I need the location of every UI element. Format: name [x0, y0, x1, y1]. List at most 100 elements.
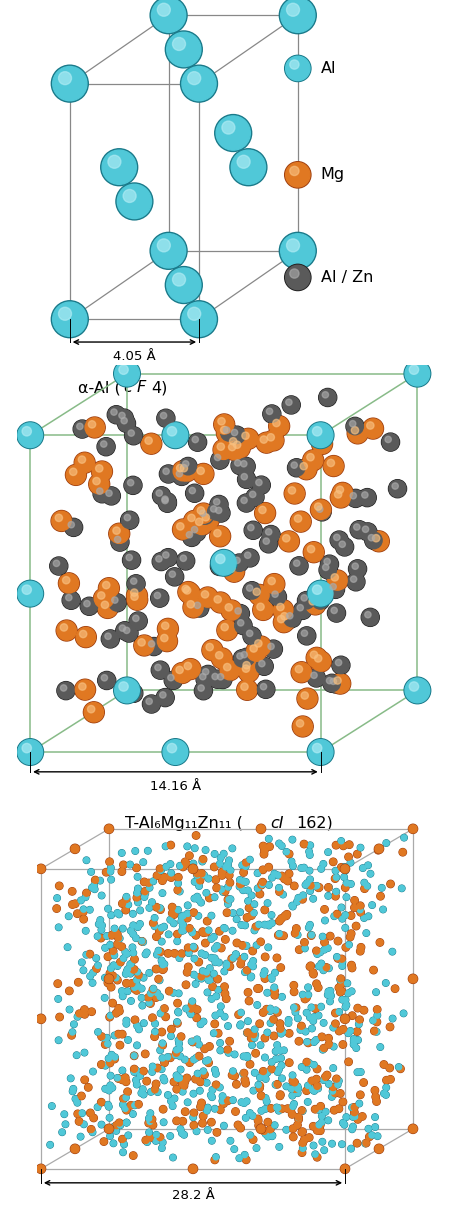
Circle shape — [120, 1149, 126, 1155]
Circle shape — [146, 970, 153, 976]
Circle shape — [81, 907, 86, 913]
Circle shape — [386, 1023, 394, 1031]
Circle shape — [167, 916, 173, 922]
Circle shape — [276, 931, 282, 937]
Circle shape — [306, 647, 327, 668]
Circle shape — [83, 894, 88, 901]
Circle shape — [124, 988, 131, 994]
Circle shape — [157, 948, 164, 955]
Text: 14.16 Å: 14.16 Å — [150, 780, 201, 792]
Circle shape — [286, 265, 310, 290]
Circle shape — [255, 1122, 262, 1128]
Circle shape — [191, 860, 196, 867]
Circle shape — [109, 1000, 116, 1006]
Circle shape — [335, 490, 342, 498]
Circle shape — [245, 887, 251, 893]
Circle shape — [222, 864, 229, 870]
Circle shape — [182, 1132, 187, 1138]
Circle shape — [219, 873, 225, 879]
Circle shape — [102, 996, 108, 1000]
Circle shape — [222, 991, 228, 997]
Circle shape — [338, 981, 345, 987]
Circle shape — [368, 531, 389, 551]
Circle shape — [231, 456, 249, 475]
Circle shape — [257, 938, 264, 946]
Circle shape — [68, 1076, 73, 1081]
Circle shape — [268, 1059, 275, 1065]
Circle shape — [383, 1077, 390, 1084]
Circle shape — [351, 521, 367, 538]
Circle shape — [187, 1010, 193, 1015]
Circle shape — [401, 835, 407, 841]
Circle shape — [195, 518, 203, 526]
Circle shape — [200, 510, 206, 516]
Circle shape — [250, 1031, 256, 1038]
Circle shape — [301, 946, 308, 952]
Circle shape — [191, 879, 198, 885]
Circle shape — [125, 1037, 131, 1043]
Circle shape — [172, 662, 193, 684]
Circle shape — [243, 966, 250, 975]
Circle shape — [134, 969, 141, 975]
Circle shape — [404, 360, 431, 387]
Circle shape — [306, 963, 314, 970]
Circle shape — [348, 988, 355, 994]
Circle shape — [250, 1137, 256, 1143]
Circle shape — [296, 947, 302, 953]
Circle shape — [174, 887, 181, 893]
Circle shape — [212, 959, 219, 965]
Circle shape — [332, 1021, 338, 1027]
Circle shape — [309, 1087, 316, 1093]
Circle shape — [329, 858, 337, 865]
Circle shape — [290, 1093, 295, 1099]
Circle shape — [281, 234, 315, 268]
Circle shape — [120, 955, 127, 961]
Circle shape — [237, 652, 243, 660]
Circle shape — [303, 1087, 310, 1094]
Circle shape — [196, 507, 214, 525]
Circle shape — [177, 1033, 185, 1041]
Circle shape — [387, 880, 394, 887]
Circle shape — [286, 1020, 291, 1026]
Circle shape — [157, 689, 173, 706]
Circle shape — [340, 1099, 346, 1105]
Circle shape — [122, 907, 129, 913]
Circle shape — [357, 907, 363, 913]
Circle shape — [295, 1083, 301, 1089]
Circle shape — [69, 1030, 76, 1036]
Circle shape — [175, 880, 182, 887]
Circle shape — [334, 677, 341, 684]
Circle shape — [199, 870, 205, 876]
Circle shape — [251, 636, 272, 657]
Circle shape — [242, 922, 248, 929]
Circle shape — [307, 842, 313, 848]
Circle shape — [258, 1107, 264, 1114]
Circle shape — [125, 427, 143, 444]
Circle shape — [260, 1009, 266, 1016]
Circle shape — [259, 881, 266, 887]
Circle shape — [330, 487, 351, 507]
Circle shape — [192, 1076, 199, 1082]
Circle shape — [264, 1006, 270, 1013]
Circle shape — [111, 409, 117, 415]
Circle shape — [257, 881, 265, 888]
Circle shape — [330, 1065, 336, 1071]
Circle shape — [351, 1038, 357, 1044]
Circle shape — [224, 561, 245, 582]
Circle shape — [135, 886, 141, 891]
Circle shape — [223, 963, 230, 969]
Circle shape — [166, 931, 172, 937]
Circle shape — [147, 1134, 153, 1142]
Circle shape — [165, 267, 202, 303]
Circle shape — [276, 885, 282, 891]
Circle shape — [91, 876, 99, 884]
Circle shape — [211, 1020, 219, 1027]
Circle shape — [317, 949, 324, 955]
Circle shape — [228, 868, 233, 873]
Circle shape — [117, 184, 152, 219]
Circle shape — [61, 1111, 67, 1117]
Circle shape — [373, 1019, 381, 1026]
Circle shape — [404, 677, 431, 703]
Circle shape — [349, 1126, 356, 1133]
Circle shape — [36, 864, 46, 874]
